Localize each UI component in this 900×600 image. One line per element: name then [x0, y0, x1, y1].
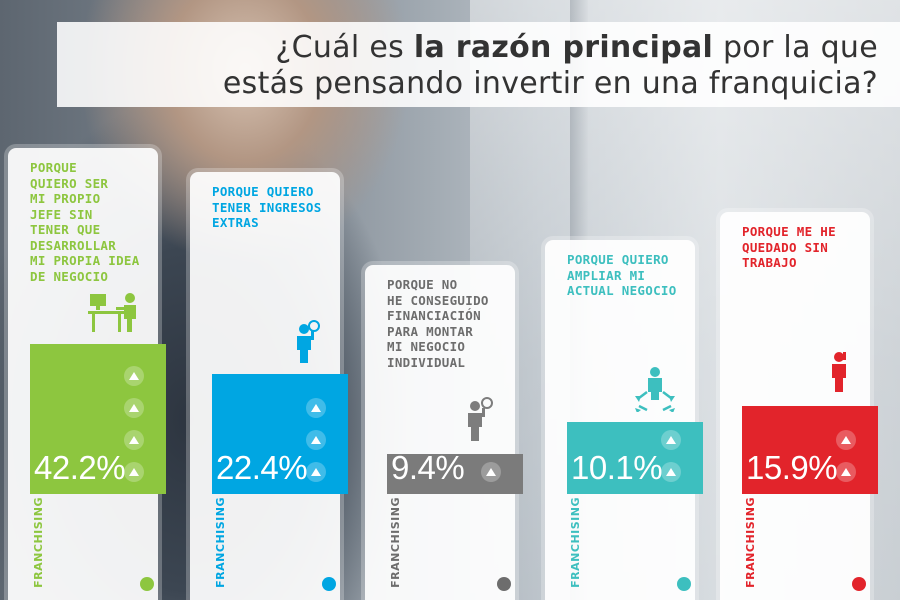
person-at-desk-icon — [88, 290, 140, 338]
answer-label-line: MI PROPIA IDEA — [30, 253, 140, 268]
up-arrow-icon — [306, 430, 326, 450]
value-bar: 42.2% — [30, 344, 166, 494]
answer-label-line: FINANCIACIÓN — [387, 308, 481, 323]
person-lightbulb-icon — [463, 396, 497, 448]
answer-label: PORQUE QUIERO SER MI PROPIO JEFE SIN TENER Q… — [30, 160, 152, 284]
percentage-label: 10.1% — [571, 449, 663, 486]
answer-card: PORQUE QUIERO SER MI PROPIO JEFE SIN TENER Q… — [8, 148, 166, 600]
answer-label-line: TRABAJO — [742, 255, 797, 270]
answer-label: PORQUE ME HE QUEDADO SIN TRABAJO — [742, 224, 864, 271]
answer-label-line: EXTRAS — [212, 215, 259, 230]
answer-label-line: INDIVIDUAL — [387, 354, 466, 370]
answer-card: PORQUE QUIERO TENER INGRESOS EXTRAS 22.4% FR… — [190, 172, 348, 600]
brand-label: FRANCHISING — [569, 497, 582, 588]
value-bar: 9.4% — [387, 449, 523, 494]
up-arrow-icon — [124, 462, 144, 482]
brand-label: FRANCHISING — [389, 497, 402, 588]
marker-stack — [306, 398, 326, 482]
color-dot — [497, 577, 511, 591]
answer-label-line: PORQUE NO — [387, 277, 458, 292]
marker-stack — [481, 462, 501, 482]
percentage-label: 15.9% — [746, 449, 838, 486]
question-title: ¿Cuál es la razón principal por la que e… — [57, 22, 900, 107]
answer-label-line: TENER QUE — [30, 222, 101, 237]
title-line-1: ¿Cuál es la razón principal por la que — [57, 30, 878, 66]
title-part-2: por la que — [713, 30, 878, 65]
percentage-label: 9.4% — [391, 449, 465, 486]
answer-label-line: HE CONSEGUIDO — [387, 292, 489, 308]
brand-label: FRANCHISING — [744, 497, 757, 588]
up-arrow-icon — [836, 430, 856, 450]
answer-card: PORQUE ME HE QUEDADO SIN TRABAJO 15.9% FRANC… — [720, 212, 878, 600]
up-arrow-icon — [481, 462, 501, 482]
answer-label-line: DESARROLLAR — [30, 237, 117, 253]
person-with-coin-icon — [292, 320, 322, 368]
value-bar: 22.4% — [212, 374, 348, 494]
person-expanding-icon — [633, 366, 677, 416]
percentage-label: 22.4% — [216, 449, 308, 486]
marker-stack — [661, 430, 681, 482]
answer-label-line: MI NEGOCIO — [387, 339, 466, 354]
up-arrow-icon — [124, 366, 144, 386]
answer-label-line: PORQUE ME HE — [742, 224, 836, 239]
up-arrow-icon — [306, 398, 326, 418]
up-arrow-icon — [124, 430, 144, 450]
up-arrow-icon — [836, 462, 856, 482]
answer-label-line: AMPLIAR MI — [567, 267, 646, 283]
person-on-phone-icon — [826, 350, 852, 400]
title-line-2: estás pensando invertir en una franquici… — [222, 66, 878, 101]
percentage-label: 42.2% — [34, 449, 126, 486]
brand-label: FRANCHISING — [32, 497, 45, 588]
value-bar: 10.1% — [567, 422, 703, 494]
answer-label-line: TENER INGRESOS — [212, 199, 322, 215]
answer-label-line: PARA MONTAR — [387, 323, 474, 339]
answer-card: PORQUE QUIERO AMPLIAR MI ACTUAL NEGOCIO 10.… — [545, 240, 703, 600]
answer-label-line: QUIERO SER — [30, 175, 109, 191]
answer-card: PORQUE NO HE CONSEGUIDO FINANCIACIÓN PARA M… — [365, 265, 523, 600]
up-arrow-icon — [124, 398, 144, 418]
value-bar: 15.9% — [742, 406, 878, 494]
answer-label-line: ACTUAL NEGOCIO — [567, 283, 677, 298]
answer-label: PORQUE QUIERO TENER INGRESOS EXTRAS — [212, 184, 334, 231]
answer-label-line: MI PROPIO — [30, 191, 101, 206]
answer-label: PORQUE NO HE CONSEGUIDO FINANCIACIÓN PARA M… — [387, 277, 509, 370]
answer-label: PORQUE QUIERO AMPLIAR MI ACTUAL NEGOCIO — [567, 252, 689, 299]
color-dot — [322, 577, 336, 591]
answer-label-line: PORQUE QUIERO — [212, 184, 314, 199]
up-arrow-icon — [661, 430, 681, 450]
brand-label: FRANCHISING — [214, 497, 227, 588]
up-arrow-icon — [661, 462, 681, 482]
answer-label-line: DE NEGOCIO — [30, 268, 109, 284]
marker-stack — [124, 366, 144, 482]
answer-label-line: PORQUE QUIERO — [567, 252, 669, 267]
title-emphasis: la razón principal — [413, 30, 714, 65]
up-arrow-icon — [306, 462, 326, 482]
color-dot — [677, 577, 691, 591]
answer-label-line: PORQUE — [30, 160, 77, 175]
color-dot — [140, 577, 154, 591]
marker-stack — [836, 430, 856, 482]
answer-label-line: QUEDADO SIN — [742, 239, 829, 255]
color-dot — [852, 577, 866, 591]
answer-label-line: JEFE SIN — [30, 206, 93, 222]
title-part-1: ¿Cuál es — [275, 30, 414, 65]
